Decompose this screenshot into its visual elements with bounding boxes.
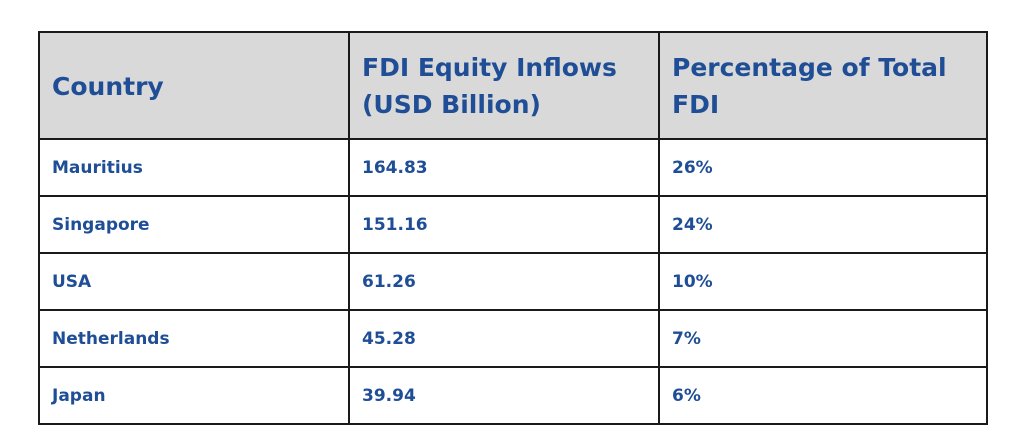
table-row: Singapore 151.16 24% (38, 195, 988, 254)
header-percentage-of-total: Percentage of Total FDI (658, 31, 988, 140)
table-row: Mauritius 164.83 26% (38, 138, 988, 197)
cell-percentage: 6% (658, 366, 988, 425)
header-row: Country FDI Equity Inflows (USD Billion)… (38, 31, 988, 140)
cell-percentage: 10% (658, 252, 988, 311)
fdi-table: Country FDI Equity Inflows (USD Billion)… (38, 31, 988, 425)
header-country: Country (38, 31, 350, 140)
cell-inflows: 151.16 (348, 195, 660, 254)
cell-country: USA (38, 252, 350, 311)
cell-country: Singapore (38, 195, 350, 254)
table-row: Netherlands 45.28 7% (38, 309, 988, 368)
cell-percentage: 7% (658, 309, 988, 368)
cell-percentage: 26% (658, 138, 988, 197)
cell-country: Netherlands (38, 309, 350, 368)
cell-inflows: 39.94 (348, 366, 660, 425)
cell-inflows: 164.83 (348, 138, 660, 197)
table-row: Japan 39.94 6% (38, 366, 988, 425)
cell-percentage: 24% (658, 195, 988, 254)
cell-inflows: 45.28 (348, 309, 660, 368)
cell-country: Mauritius (38, 138, 350, 197)
cell-country: Japan (38, 366, 350, 425)
table-row: USA 61.26 10% (38, 252, 988, 311)
header-fdi-equity-inflows: FDI Equity Inflows (USD Billion) (348, 31, 660, 140)
cell-inflows: 61.26 (348, 252, 660, 311)
